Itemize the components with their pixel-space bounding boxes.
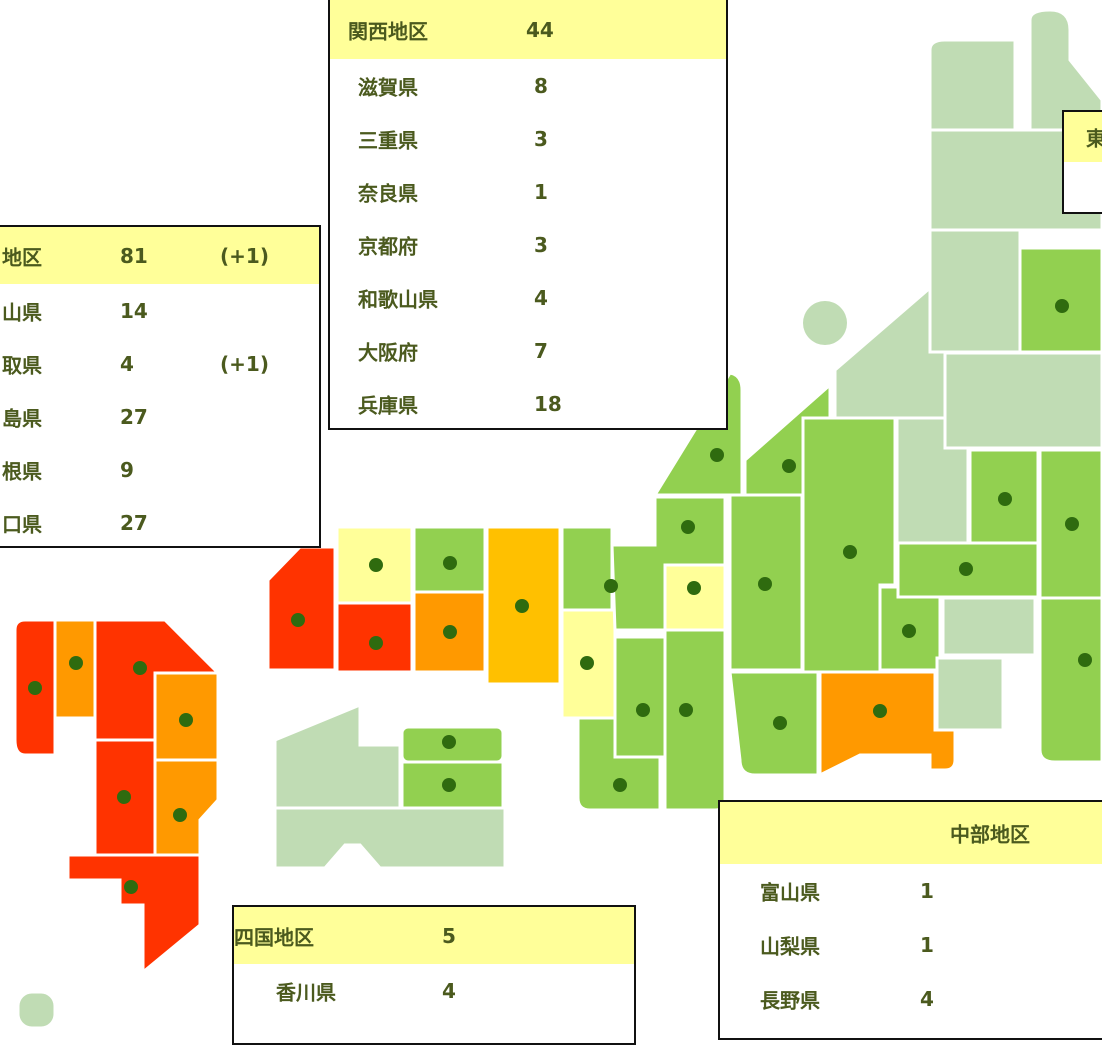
prefecture: 大阪府 <box>358 340 418 364</box>
panel-header: 関西地区 44 <box>330 0 726 59</box>
panel-row: 根県 9 <box>0 443 319 496</box>
count: 4 <box>534 285 548 310</box>
panel-header: 東 <box>1064 112 1102 162</box>
kansai-panel: 関西地区 44 滋賀県 8 三重県 3 奈良県 1 京都府 3 和歌山県 4 大阪府 7 兵庫県 18 <box>328 0 728 430</box>
header-title: 東 <box>1086 123 1102 152</box>
header-title: 四国地区 <box>234 925 314 949</box>
count: 1 <box>534 179 548 204</box>
panel-row: 山県 14 <box>0 284 319 337</box>
count: 1 <box>920 879 934 903</box>
header-title: 中部地区 <box>950 822 1030 847</box>
count: 14 <box>120 298 148 323</box>
header-change: (+1) <box>220 243 269 268</box>
tohoku-panel: 東 <box>1062 110 1102 214</box>
prefecture: 長野県 <box>760 988 820 1013</box>
prefecture: 香川県 <box>276 980 336 1005</box>
prefecture: 三重県 <box>358 128 418 152</box>
prefecture: 口県 <box>2 512 42 536</box>
prefecture: 富山県 <box>760 880 820 905</box>
prefecture: 和歌山県 <box>358 287 438 311</box>
panel-row: 取県 4 (+1) <box>0 337 319 390</box>
header-title: 関西地区 <box>348 19 428 43</box>
count: 3 <box>534 126 548 151</box>
panel-row: 兵庫県 18 <box>330 377 726 428</box>
count: 8 <box>534 73 548 98</box>
prefecture: 島県 <box>2 406 42 430</box>
panel-header: 中部地区 <box>720 802 1102 864</box>
count: 27 <box>120 510 148 535</box>
chugoku-panel: 地区 81 (+1) 山県 14 取県 4 (+1) 島県 27 根県 9 口県 27 <box>0 225 321 548</box>
prefecture: 兵庫県 <box>358 393 418 417</box>
prefecture: 滋賀県 <box>358 75 418 99</box>
panel-header: 四国地区 5 <box>234 907 634 964</box>
kyushu <box>13 618 220 1028</box>
markers <box>28 299 1092 894</box>
count: 4 <box>442 979 456 1003</box>
panel-header: 地区 81 (+1) <box>0 227 319 284</box>
count: 1 <box>920 933 934 957</box>
prefecture: 京都府 <box>358 234 418 258</box>
chubu-panel: 中部地区富山県 1 山梨県 1 長野県 4 <box>718 800 1102 1040</box>
header-total: 81 <box>120 243 148 268</box>
prefecture: 山県 <box>2 300 42 324</box>
panel-row: 口県 27 <box>0 496 319 546</box>
count: 7 <box>534 338 548 363</box>
prefecture: 取県 <box>2 353 42 377</box>
count: 9 <box>120 457 134 482</box>
panel-row: 京都府 3 <box>330 218 726 271</box>
panel-row: 香川県 4 <box>234 964 634 1018</box>
shikoku-panel: 四国地区 5 香川県 4 <box>232 905 636 1045</box>
panel-row: 滋賀県 8 <box>330 59 726 112</box>
panel-row: 島県 27 <box>0 390 319 443</box>
count: 4 <box>120 351 134 376</box>
count: 27 <box>120 404 148 429</box>
header-total: 44 <box>526 17 554 42</box>
count: 18 <box>534 391 562 416</box>
panel-row: 山梨県 1 <box>720 918 1102 972</box>
prefecture: 根県 <box>2 459 42 483</box>
prefecture: 奈良県 <box>358 181 418 205</box>
panel-row: 和歌山県 4 <box>330 271 726 324</box>
panel-row: 奈良県 1 <box>330 165 726 218</box>
panel-row: 三重県 3 <box>330 112 726 165</box>
header-total: 5 <box>442 923 456 948</box>
panel-row: 富山県 1 <box>720 864 1102 918</box>
prefecture: 山梨県 <box>760 934 820 959</box>
panel-row: 大阪府 7 <box>330 324 726 377</box>
count: (+1) <box>220 351 269 376</box>
count: 4 <box>920 987 934 1011</box>
shikoku <box>273 702 507 870</box>
count: 3 <box>534 232 548 257</box>
header-title: 地区 <box>2 245 42 269</box>
panel-row: 長野県 4 <box>720 972 1102 1026</box>
